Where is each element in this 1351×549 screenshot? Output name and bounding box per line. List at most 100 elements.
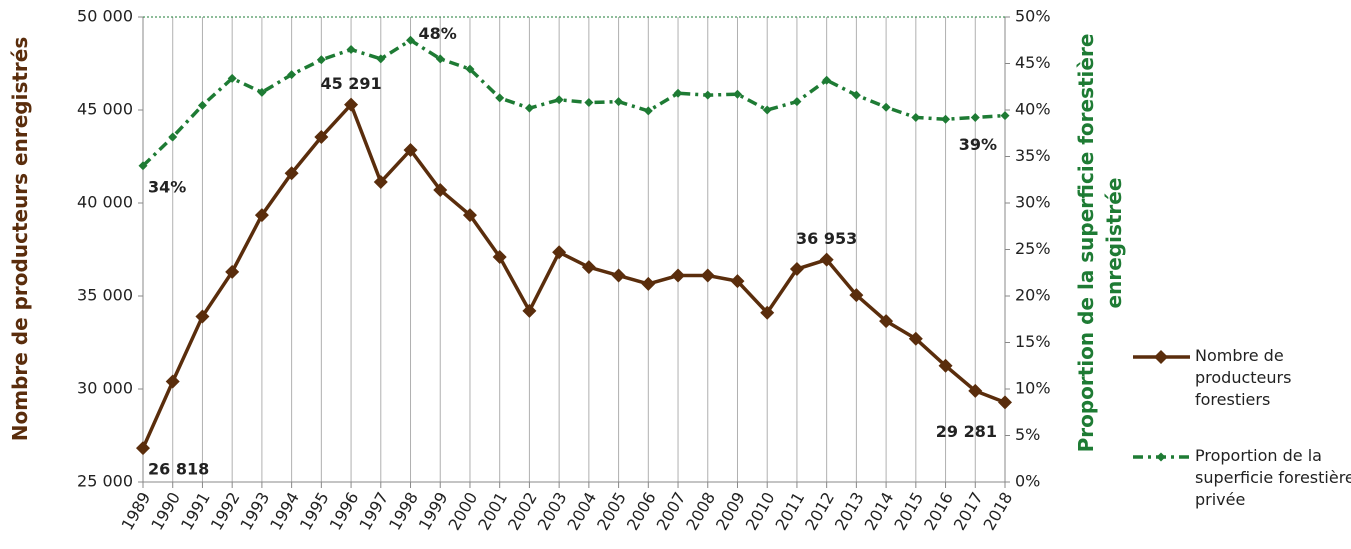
y2-tick-label: 30% bbox=[1015, 193, 1051, 212]
series-line bbox=[141, 101, 1006, 449]
marker bbox=[168, 132, 178, 142]
marker bbox=[138, 161, 148, 171]
marker bbox=[492, 249, 507, 264]
x-tick-label: 1990 bbox=[147, 489, 184, 534]
legend-marker bbox=[1154, 350, 1168, 364]
marker bbox=[968, 383, 983, 398]
marker bbox=[552, 245, 567, 260]
marker bbox=[641, 276, 656, 291]
marker bbox=[879, 314, 894, 329]
x-tick-label: 2003 bbox=[534, 489, 571, 534]
x-tick-label: 1991 bbox=[177, 489, 214, 534]
x-tick-label: 2015 bbox=[890, 489, 927, 534]
marker bbox=[849, 288, 864, 303]
data-label: 45 291 bbox=[320, 74, 381, 93]
data-label: 39% bbox=[959, 135, 997, 154]
y-tick-label: 40 000 bbox=[77, 193, 133, 212]
x-tick-label: 1999 bbox=[415, 489, 452, 534]
marker bbox=[257, 87, 267, 97]
series-line bbox=[141, 38, 1006, 168]
marker bbox=[344, 97, 359, 112]
x-tick-label: 2013 bbox=[831, 489, 868, 534]
marker bbox=[584, 98, 594, 108]
marker bbox=[819, 252, 834, 267]
y-tick-label: 50 000 bbox=[77, 7, 133, 26]
marker bbox=[762, 105, 772, 115]
marker bbox=[165, 374, 180, 389]
y2-tick-label: 45% bbox=[1015, 53, 1051, 72]
marker bbox=[700, 268, 715, 283]
data-label: 26 818 bbox=[148, 460, 209, 479]
x-tick-label: 1994 bbox=[266, 489, 303, 534]
marker bbox=[998, 395, 1012, 410]
data-label: 48% bbox=[419, 24, 457, 43]
marker bbox=[195, 309, 210, 324]
y-tick-label: 35 000 bbox=[77, 286, 133, 305]
marker bbox=[730, 274, 745, 289]
y-tick-label: 25 000 bbox=[77, 472, 133, 491]
marker bbox=[938, 358, 953, 373]
marker bbox=[465, 64, 475, 74]
marker bbox=[346, 45, 356, 55]
marker bbox=[643, 106, 653, 116]
x-tick-label: 2011 bbox=[771, 489, 808, 534]
x-tick-label: 2006 bbox=[623, 489, 660, 534]
marker bbox=[760, 305, 775, 320]
marker bbox=[732, 89, 742, 99]
x-tick-label: 2010 bbox=[742, 489, 779, 534]
x-tick-label: 2012 bbox=[801, 489, 838, 534]
y2-tick-label: 25% bbox=[1015, 239, 1051, 258]
x-tick-label: 2008 bbox=[682, 489, 719, 534]
x-tick-label: 1993 bbox=[236, 489, 273, 534]
x-tick-label: 2009 bbox=[712, 489, 749, 534]
marker bbox=[581, 260, 596, 275]
y2-axis-title: Proportion de la superficie forestière e… bbox=[1074, 33, 1126, 453]
marker bbox=[673, 88, 683, 98]
x-tick-label: 2004 bbox=[563, 489, 600, 534]
marker bbox=[789, 262, 804, 277]
y2-tick-label: 50% bbox=[1015, 7, 1051, 26]
x-tick-label: 2007 bbox=[653, 489, 690, 534]
x-tick-label: 2016 bbox=[920, 489, 957, 534]
marker bbox=[227, 73, 237, 83]
x-tick-label: 1998 bbox=[385, 489, 422, 534]
legend-marker bbox=[1156, 452, 1166, 462]
marker bbox=[524, 103, 534, 113]
y2-tick-label: 5% bbox=[1015, 425, 1040, 444]
marker bbox=[433, 182, 448, 197]
marker bbox=[970, 112, 980, 122]
marker bbox=[406, 35, 416, 45]
marker bbox=[703, 90, 713, 100]
marker bbox=[1000, 111, 1010, 121]
marker bbox=[941, 114, 951, 124]
x-tick-label: 2014 bbox=[861, 489, 898, 534]
x-tick-label: 1997 bbox=[355, 489, 392, 534]
y2-tick-label: 0% bbox=[1015, 472, 1040, 491]
y2-tick-label: 20% bbox=[1015, 286, 1051, 305]
y-tick-label: 45 000 bbox=[77, 100, 133, 119]
marker bbox=[908, 331, 923, 346]
marker bbox=[522, 303, 537, 318]
marker bbox=[822, 75, 832, 85]
data-label: 34% bbox=[148, 177, 186, 196]
y-tick-label: 30 000 bbox=[77, 379, 133, 398]
legend-label: Proportion de la superficie forestière p… bbox=[1195, 446, 1351, 509]
x-tick-label: 1996 bbox=[326, 489, 363, 534]
x-tick-label: 2018 bbox=[980, 489, 1017, 534]
x-tick-label: 1989 bbox=[118, 489, 155, 534]
x-tick-label: 1995 bbox=[296, 489, 333, 534]
marker bbox=[376, 54, 386, 64]
x-tick-label: 1992 bbox=[207, 489, 244, 534]
data-label: 29 281 bbox=[936, 422, 997, 441]
data-label: 36 953 bbox=[796, 229, 857, 248]
marker bbox=[314, 129, 329, 144]
marker bbox=[851, 90, 861, 100]
marker bbox=[614, 97, 624, 107]
marker bbox=[197, 100, 207, 110]
y-axis-title: Nombre de producteurs enregistrés bbox=[8, 36, 32, 442]
marker bbox=[225, 264, 240, 279]
marker bbox=[792, 97, 802, 107]
marker bbox=[287, 70, 297, 80]
